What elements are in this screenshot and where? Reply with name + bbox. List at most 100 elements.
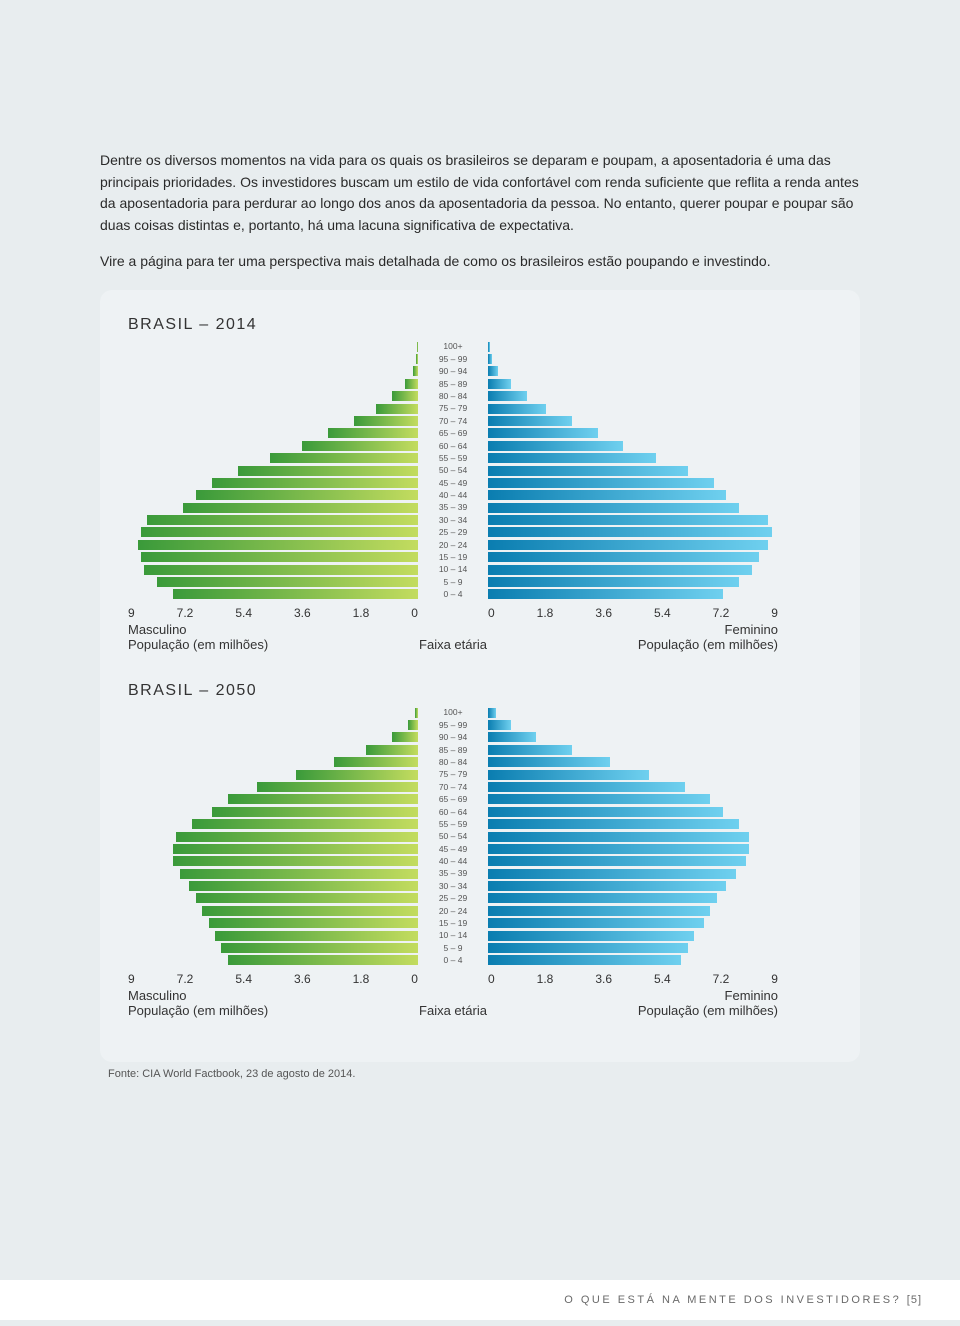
male-bar bbox=[302, 441, 418, 451]
pyramid-row: 90 – 94 bbox=[128, 731, 832, 743]
pyramid-row: 0 – 4 bbox=[128, 588, 832, 600]
pyramid-row: 45 – 49 bbox=[128, 843, 832, 855]
axis-row: 97.25.43.61.8001.83.65.47.29 bbox=[128, 972, 832, 986]
pyramid-row: 100+ bbox=[128, 706, 832, 718]
age-label: 95 – 99 bbox=[418, 721, 488, 730]
age-label: 50 – 54 bbox=[418, 832, 488, 841]
female-bar bbox=[488, 366, 498, 376]
female-bar bbox=[488, 708, 496, 718]
pyramid-bars: 100+95 – 9990 – 9485 – 8980 – 8475 – 797… bbox=[128, 340, 832, 602]
pyramid-row: 30 – 34 bbox=[128, 880, 832, 892]
pyramid-row: 85 – 89 bbox=[128, 744, 832, 756]
female-bar bbox=[488, 881, 726, 891]
age-label: 90 – 94 bbox=[418, 367, 488, 376]
pyramid-row: 30 – 34 bbox=[128, 514, 832, 526]
male-bar bbox=[215, 931, 418, 941]
pyramid-row: 20 – 24 bbox=[128, 539, 832, 551]
label-female: Feminino bbox=[488, 988, 778, 1003]
pyramid-row: 5 – 9 bbox=[128, 576, 832, 588]
male-bar bbox=[366, 745, 418, 755]
pyramid-row: 25 – 29 bbox=[128, 892, 832, 904]
age-label: 10 – 14 bbox=[418, 931, 488, 940]
male-bar bbox=[392, 732, 418, 742]
female-bar bbox=[488, 428, 598, 438]
footer-title: O QUE ESTÁ NA MENTE DOS INVESTIDORES? bbox=[564, 1294, 901, 1306]
male-bar bbox=[173, 844, 418, 854]
axis-tick: 1.8 bbox=[537, 606, 554, 620]
male-bar bbox=[147, 515, 418, 525]
pyramid-row: 65 – 69 bbox=[128, 793, 832, 805]
female-bar bbox=[488, 955, 681, 965]
age-label: 45 – 49 bbox=[418, 479, 488, 488]
female-bar bbox=[488, 466, 688, 476]
age-label: 5 – 9 bbox=[418, 944, 488, 953]
female-bar bbox=[488, 565, 752, 575]
age-label: 65 – 69 bbox=[418, 795, 488, 804]
axis-tick: 0 bbox=[411, 606, 418, 620]
pyramid-title: BRASIL – 2014 bbox=[128, 316, 832, 334]
footer-page-number: [5] bbox=[907, 1294, 922, 1306]
pyramid-row: 85 – 89 bbox=[128, 378, 832, 390]
male-bar bbox=[176, 832, 418, 842]
page-content: Dentre os diversos momentos na vida para… bbox=[0, 0, 960, 1280]
source-citation: Fonte: CIA World Factbook, 23 de agosto … bbox=[108, 1068, 860, 1080]
age-label: 20 – 24 bbox=[418, 541, 488, 550]
age-label: 100+ bbox=[418, 342, 488, 351]
age-label: 85 – 89 bbox=[418, 746, 488, 755]
page-footer: O QUE ESTÁ NA MENTE DOS INVESTIDORES? [5… bbox=[0, 1280, 960, 1320]
age-label: 55 – 59 bbox=[418, 820, 488, 829]
male-bar bbox=[408, 720, 418, 730]
intro-paragraph-1: Dentre os diversos momentos na vida para… bbox=[100, 150, 860, 237]
age-label: 85 – 89 bbox=[418, 380, 488, 389]
female-bar bbox=[488, 391, 527, 401]
axis-tick: 9 bbox=[771, 972, 778, 986]
age-label: 0 – 4 bbox=[418, 956, 488, 965]
female-bar bbox=[488, 856, 746, 866]
male-bar bbox=[228, 794, 418, 804]
female-bar bbox=[488, 552, 759, 562]
label-male: Masculino bbox=[128, 622, 418, 637]
pyramid-row: 75 – 79 bbox=[128, 768, 832, 780]
female-bar bbox=[488, 893, 717, 903]
male-bar bbox=[141, 552, 418, 562]
axis-tick: 9 bbox=[128, 972, 135, 986]
axis-tick: 7.2 bbox=[713, 972, 730, 986]
age-label: 70 – 74 bbox=[418, 417, 488, 426]
age-label: 30 – 34 bbox=[418, 516, 488, 525]
female-bar bbox=[488, 918, 704, 928]
male-bar bbox=[212, 807, 418, 817]
pyramid-row: 90 – 94 bbox=[128, 365, 832, 377]
pyramid-row: 35 – 39 bbox=[128, 502, 832, 514]
pyramid-row: 60 – 64 bbox=[128, 440, 832, 452]
female-bar bbox=[488, 832, 749, 842]
female-bar bbox=[488, 720, 511, 730]
female-bar bbox=[488, 943, 688, 953]
age-label: 75 – 79 bbox=[418, 770, 488, 779]
age-label: 45 – 49 bbox=[418, 845, 488, 854]
pyramid-row: 50 – 54 bbox=[128, 464, 832, 476]
female-bar bbox=[488, 732, 536, 742]
intro-paragraph-2: Vire a página para ter uma perspectiva m… bbox=[100, 251, 860, 273]
age-label: 40 – 44 bbox=[418, 491, 488, 500]
age-label: 60 – 64 bbox=[418, 808, 488, 817]
axis-tick: 1.8 bbox=[353, 606, 370, 620]
male-bar bbox=[144, 565, 418, 575]
axis-tick: 0 bbox=[488, 972, 495, 986]
male-bar bbox=[202, 906, 418, 916]
male-bar bbox=[192, 819, 418, 829]
pyramid-2014: BRASIL – 2014100+95 – 9990 – 9485 – 8980… bbox=[128, 316, 832, 652]
male-bar bbox=[157, 577, 418, 587]
age-label: 90 – 94 bbox=[418, 733, 488, 742]
pyramid-row: 15 – 19 bbox=[128, 917, 832, 929]
age-label: 80 – 84 bbox=[418, 758, 488, 767]
female-bar bbox=[488, 379, 511, 389]
label-female: Feminino bbox=[488, 622, 778, 637]
female-bar bbox=[488, 416, 572, 426]
pyramid-row: 65 – 69 bbox=[128, 427, 832, 439]
pyramid-row: 75 – 79 bbox=[128, 402, 832, 414]
pyramid-row: 0 – 4 bbox=[128, 954, 832, 966]
female-bar bbox=[488, 527, 772, 537]
pyramid-row: 35 – 39 bbox=[128, 868, 832, 880]
age-label: 65 – 69 bbox=[418, 429, 488, 438]
pyramid-row: 70 – 74 bbox=[128, 415, 832, 427]
